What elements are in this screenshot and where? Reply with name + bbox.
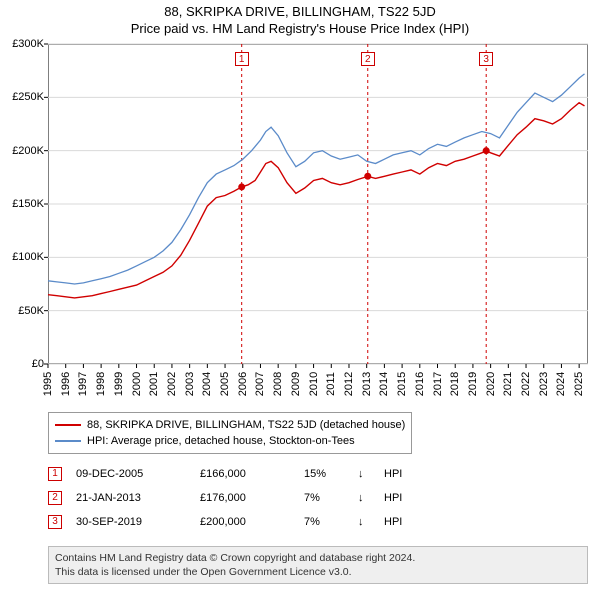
plot-svg <box>48 44 588 364</box>
down-arrow-icon: ↓ <box>358 462 370 486</box>
event-marker-num: 1 <box>48 467 62 481</box>
event-marker-num: 3 <box>48 515 62 529</box>
legend-box: 88, SKRIPKA DRIVE, BILLINGHAM, TS22 5JD … <box>48 412 412 454</box>
event-row: 3 30-SEP-2019 £200,000 7% ↓ HPI <box>48 510 588 534</box>
event-date: 30-SEP-2019 <box>76 510 186 534</box>
x-tick-label: 1998 <box>95 372 107 396</box>
x-tick-label: 2000 <box>131 372 143 396</box>
x-tick-label: 2016 <box>414 372 426 396</box>
x-tick-label: 1997 <box>77 372 89 396</box>
x-tick-label: 2025 <box>573 372 585 396</box>
x-tick-label: 2007 <box>254 372 266 396</box>
x-tick-label: 2006 <box>237 372 249 396</box>
x-tick-label: 2013 <box>361 372 373 396</box>
x-tick-label: 2014 <box>378 372 390 396</box>
x-tick-label: 2020 <box>485 372 497 396</box>
legend-label: HPI: Average price, detached house, Stoc… <box>87 433 355 449</box>
x-tick-label: 1995 <box>42 372 54 396</box>
event-row: 1 09-DEC-2005 £166,000 15% ↓ HPI <box>48 462 588 486</box>
event-price: £176,000 <box>200 486 290 510</box>
marker-box: 2 <box>361 52 375 66</box>
x-tick-label: 2012 <box>343 372 355 396</box>
down-arrow-icon: ↓ <box>358 486 370 510</box>
title-address: 88, SKRIPKA DRIVE, BILLINGHAM, TS22 5JD <box>0 4 600 19</box>
y-tick-label: £100K <box>0 251 44 263</box>
x-tick-label: 1999 <box>113 372 125 396</box>
x-tick-label: 1996 <box>60 372 72 396</box>
y-tick-label: £50K <box>0 305 44 317</box>
legend-swatch <box>55 424 81 426</box>
y-tick-label: £200K <box>0 145 44 157</box>
x-tick-label: 2009 <box>290 372 302 396</box>
x-axis-ticks: 1995199619971998199920002001200220032004… <box>48 366 588 406</box>
legend-row: HPI: Average price, detached house, Stoc… <box>55 433 405 449</box>
x-tick-label: 2018 <box>449 372 461 396</box>
y-tick-label: £300K <box>0 38 44 50</box>
marker-box: 3 <box>479 52 493 66</box>
x-tick-label: 2003 <box>184 372 196 396</box>
y-tick-label: £0 <box>0 358 44 370</box>
x-tick-label: 2002 <box>166 372 178 396</box>
event-suffix: HPI <box>384 510 402 534</box>
x-tick-label: 2008 <box>272 372 284 396</box>
x-tick-label: 2021 <box>502 372 514 396</box>
title-subtitle: Price paid vs. HM Land Registry's House … <box>0 19 600 36</box>
x-tick-label: 2022 <box>520 372 532 396</box>
y-tick-label: £150K <box>0 198 44 210</box>
down-arrow-icon: ↓ <box>358 510 370 534</box>
x-tick-label: 2005 <box>219 372 231 396</box>
x-tick-label: 2015 <box>396 372 408 396</box>
x-tick-label: 2004 <box>201 372 213 396</box>
event-price: £200,000 <box>200 510 290 534</box>
footer-attribution: Contains HM Land Registry data © Crown c… <box>48 546 588 584</box>
y-tick-label: £250K <box>0 91 44 103</box>
event-suffix: HPI <box>384 462 402 486</box>
marker-box: 1 <box>235 52 249 66</box>
event-pct: 15% <box>304 462 344 486</box>
event-marker-num: 2 <box>48 491 62 505</box>
x-tick-label: 2019 <box>467 372 479 396</box>
x-tick-label: 2023 <box>538 372 550 396</box>
footer-line1: Contains HM Land Registry data © Crown c… <box>55 551 581 565</box>
legend-row: 88, SKRIPKA DRIVE, BILLINGHAM, TS22 5JD … <box>55 417 405 433</box>
event-suffix: HPI <box>384 486 402 510</box>
x-tick-label: 2001 <box>148 372 160 396</box>
x-tick-label: 2011 <box>325 372 337 396</box>
x-tick-label: 2017 <box>432 372 444 396</box>
event-price: £166,000 <box>200 462 290 486</box>
legend-swatch <box>55 440 81 442</box>
legend: 88, SKRIPKA DRIVE, BILLINGHAM, TS22 5JD … <box>48 412 588 454</box>
x-tick-label: 2010 <box>308 372 320 396</box>
event-date: 09-DEC-2005 <box>76 462 186 486</box>
footer-line2: This data is licensed under the Open Gov… <box>55 565 581 579</box>
legend-label: 88, SKRIPKA DRIVE, BILLINGHAM, TS22 5JD … <box>87 417 405 433</box>
x-tick-label: 2024 <box>555 372 567 396</box>
event-row: 2 21-JAN-2013 £176,000 7% ↓ HPI <box>48 486 588 510</box>
event-pct: 7% <box>304 510 344 534</box>
events-table: 1 09-DEC-2005 £166,000 15% ↓ HPI 2 21-JAN-2013 £… <box>48 462 588 534</box>
chart: £0£50K£100K£150K£200K£250K£300K 19951996… <box>48 44 588 364</box>
event-date: 21-JAN-2013 <box>76 486 186 510</box>
event-pct: 7% <box>304 486 344 510</box>
y-axis-ticks: £0£50K£100K£150K£200K£250K£300K <box>0 44 46 364</box>
